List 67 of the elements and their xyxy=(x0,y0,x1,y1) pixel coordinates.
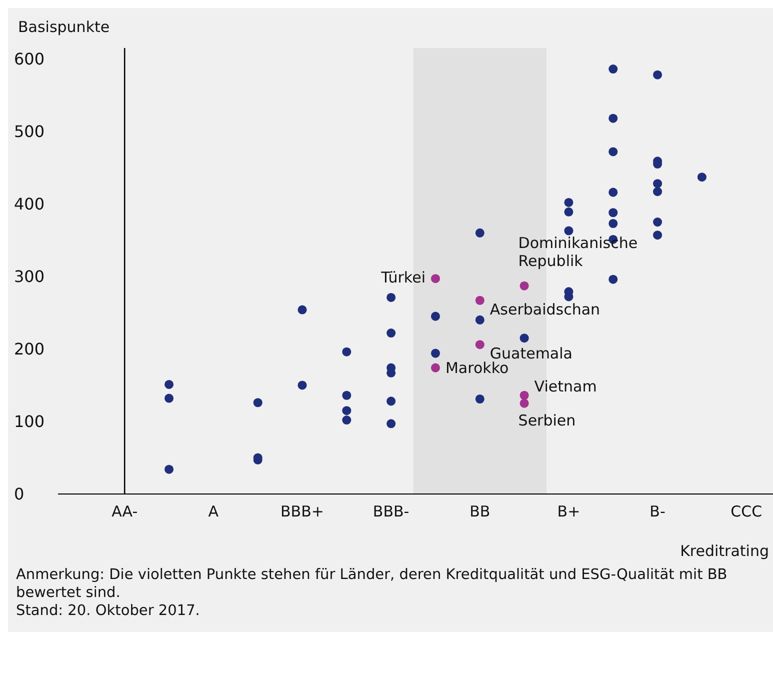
point xyxy=(386,396,396,406)
point xyxy=(164,380,174,389)
point xyxy=(298,305,307,314)
point xyxy=(608,64,618,74)
x-tick-label: A xyxy=(208,502,220,521)
point xyxy=(520,390,529,400)
text: Anmerkung: Die violetten Punkte stehen für Länder, deren Kreditqualität und ESG-Qualität mit BB bewertet sind. xyxy=(16,566,728,602)
point xyxy=(608,218,618,228)
point xyxy=(430,363,440,372)
point xyxy=(386,328,396,338)
point xyxy=(298,380,307,390)
y-axis-title: Basispunkte xyxy=(17,17,111,36)
y-tick-label: 0 xyxy=(14,484,24,504)
y-tick-label: 300 xyxy=(14,267,45,286)
x-axis-title: Kreditrating xyxy=(680,542,769,560)
point xyxy=(386,292,396,302)
point xyxy=(342,347,352,356)
y-tick-label: 200 xyxy=(14,340,45,359)
x-tick-label: CCC xyxy=(730,502,762,521)
annotation: Serbien xyxy=(518,411,576,430)
point xyxy=(697,172,706,182)
point xyxy=(653,218,662,227)
point xyxy=(342,416,352,425)
point xyxy=(164,394,174,403)
point xyxy=(608,208,618,218)
point xyxy=(430,274,440,284)
x-tick-label: BB xyxy=(470,502,490,521)
point xyxy=(564,226,574,236)
point xyxy=(564,207,574,216)
point xyxy=(653,187,662,196)
point xyxy=(475,340,484,350)
x-tick-label: BBB- xyxy=(372,502,410,521)
point xyxy=(342,406,352,416)
y-tick-label: 600 xyxy=(14,50,45,69)
annotation: Aserbaidschan xyxy=(490,300,600,318)
y-tick-label: 400 xyxy=(14,194,45,214)
point xyxy=(342,390,352,400)
annotation: Türkei xyxy=(380,268,426,287)
point xyxy=(164,464,174,474)
point xyxy=(608,274,618,284)
point xyxy=(653,70,662,80)
point xyxy=(608,114,618,123)
point xyxy=(253,398,262,408)
point xyxy=(520,398,529,408)
point xyxy=(430,312,440,321)
point xyxy=(430,348,440,358)
x-tick-label: AA- xyxy=(112,502,138,521)
point xyxy=(520,281,529,290)
annotation: Dominikanische Republik xyxy=(518,234,638,270)
y-tick-label: 500 xyxy=(14,122,45,142)
point xyxy=(475,228,484,238)
point xyxy=(520,334,529,343)
x-tick-label: B- xyxy=(650,502,666,521)
point xyxy=(653,179,662,188)
point xyxy=(564,198,574,207)
y-tick-label: 100 xyxy=(14,412,45,432)
point xyxy=(475,394,484,404)
point xyxy=(386,419,396,428)
x-tick-label: BBB+ xyxy=(280,502,324,521)
point xyxy=(653,230,662,240)
text: Stand: 20. Oktober 2017. xyxy=(16,602,201,620)
point xyxy=(608,147,618,156)
point xyxy=(475,315,484,324)
point xyxy=(475,296,484,305)
annotation: Vietnam xyxy=(534,377,597,396)
point xyxy=(608,188,618,197)
x-tick-label: B+ xyxy=(557,502,580,521)
